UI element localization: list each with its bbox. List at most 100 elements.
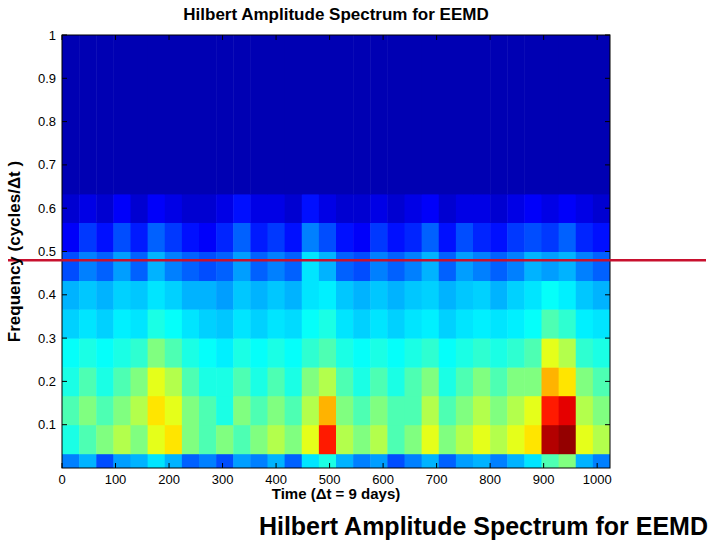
cell [405,252,423,282]
cell [113,396,131,426]
cell [370,35,388,194]
cell [233,396,251,426]
cell [507,252,525,282]
cell [576,281,594,310]
cell [285,281,303,310]
cell [336,367,354,396]
cell [370,252,388,282]
cell [559,222,577,252]
cell [216,222,234,252]
cell [250,35,268,194]
cell [559,252,577,282]
cell [559,309,577,339]
cell [302,309,320,339]
cell [473,454,491,468]
cell [559,454,577,468]
cell [387,396,405,426]
cell [250,425,268,455]
cell [405,425,423,455]
cell [576,454,594,468]
cell [199,252,217,282]
cell [165,309,183,339]
cell [268,425,286,455]
cell [199,396,217,426]
x-tick-label: 1000 [583,472,612,487]
cell [148,309,166,339]
cell [405,35,423,194]
y-tick [605,164,610,165]
cell [542,309,560,339]
cell [405,367,423,396]
cell [593,454,610,468]
cell [96,454,114,468]
cell [576,35,594,194]
x-tick [490,463,491,468]
cell [233,338,251,368]
cell [285,367,303,396]
cell [490,194,508,223]
cell [216,338,234,368]
cell [131,194,149,223]
cell [199,35,217,194]
chart: 010020030040050060070080090010000.10.20.… [0,0,716,546]
y-tick-label: 0.9 [38,71,56,86]
cell [79,35,97,194]
cell [456,367,474,396]
cell [148,194,166,223]
cell [216,194,234,223]
cell [302,454,320,468]
cell [370,454,388,468]
y-tick [62,338,67,339]
cell [542,338,560,368]
cell [62,454,80,468]
y-tick [605,251,610,252]
cell [79,338,97,368]
x-tick [62,35,63,40]
cell [319,222,337,252]
cell [405,281,423,310]
cell [490,222,508,252]
cell [593,252,610,282]
cell [285,194,303,223]
cell [148,222,166,252]
cell [113,35,131,194]
y-tick [605,294,610,295]
cell [285,425,303,455]
cell [62,252,80,282]
cell [62,194,80,223]
cell [405,338,423,368]
cell [370,367,388,396]
cell [456,425,474,455]
cell [113,454,131,468]
x-tick-label: 300 [212,472,234,487]
cell [336,396,354,426]
cell [336,35,354,194]
cell [473,338,491,368]
cell [62,425,80,455]
cell [405,222,423,252]
cell [542,396,560,426]
x-tick [169,463,170,468]
cell [405,194,423,223]
y-axis-title: Frequency (cycles/Δt ) [5,161,24,342]
cell [439,367,457,396]
cell [524,338,542,368]
x-tick [276,35,277,40]
cell [148,396,166,426]
cell [439,309,457,339]
cell [507,194,525,223]
cell [182,454,200,468]
cell [439,222,457,252]
cell [387,425,405,455]
cell [182,194,200,223]
cell [593,35,610,194]
cell [473,396,491,426]
cell [473,222,491,252]
cell [216,309,234,339]
cell [490,425,508,455]
cell [182,396,200,426]
cell [439,252,457,282]
cell [439,35,457,194]
cell [473,281,491,310]
cell [268,252,286,282]
